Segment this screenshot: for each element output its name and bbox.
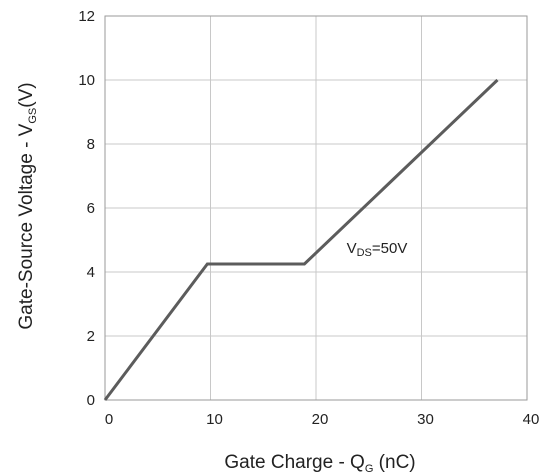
y-tick-label: 4 bbox=[87, 264, 95, 281]
x-tick-labels: 0 10 20 30 40 bbox=[105, 411, 540, 428]
x-tick-label: 10 bbox=[206, 411, 223, 428]
annotation-vds: VDS=50V bbox=[347, 240, 408, 259]
y-tick-label: 8 bbox=[87, 136, 95, 153]
x-axis-label-main: Gate Charge - Q bbox=[224, 452, 364, 473]
y-tick-labels: 0 2 4 6 8 10 12 bbox=[78, 8, 95, 409]
x-axis-label: Gate Charge - QG (nC) bbox=[224, 452, 415, 475]
annotation-main: V bbox=[347, 240, 357, 257]
x-axis-label-sub: G bbox=[365, 463, 374, 475]
annotation-rest: =50V bbox=[372, 240, 407, 257]
y-tick-label: 0 bbox=[87, 392, 95, 409]
y-tick-label: 10 bbox=[78, 72, 95, 89]
y-axis-label: Gate-Source Voltage - VGS(V) bbox=[16, 82, 39, 329]
x-tick-label: 0 bbox=[105, 411, 113, 428]
annotation-sub: DS bbox=[357, 247, 372, 259]
y-tick-label: 2 bbox=[87, 328, 95, 345]
x-tick-label: 40 bbox=[523, 411, 540, 428]
grid bbox=[105, 16, 527, 400]
y-axis-label-sub: GS bbox=[27, 108, 39, 124]
plot-frame bbox=[104, 15, 528, 401]
y-axis-label-main: Gate-Source Voltage - V bbox=[16, 123, 37, 329]
y-tick-label: 6 bbox=[87, 200, 95, 217]
y-axis-label-unit: (V) bbox=[16, 82, 37, 107]
x-axis-label-unit: (nC) bbox=[373, 452, 415, 473]
series-line-vds-50v bbox=[103, 78, 499, 401]
y-tick-label: 12 bbox=[78, 8, 95, 25]
x-tick-label: 20 bbox=[312, 411, 329, 428]
x-tick-label: 30 bbox=[417, 411, 434, 428]
